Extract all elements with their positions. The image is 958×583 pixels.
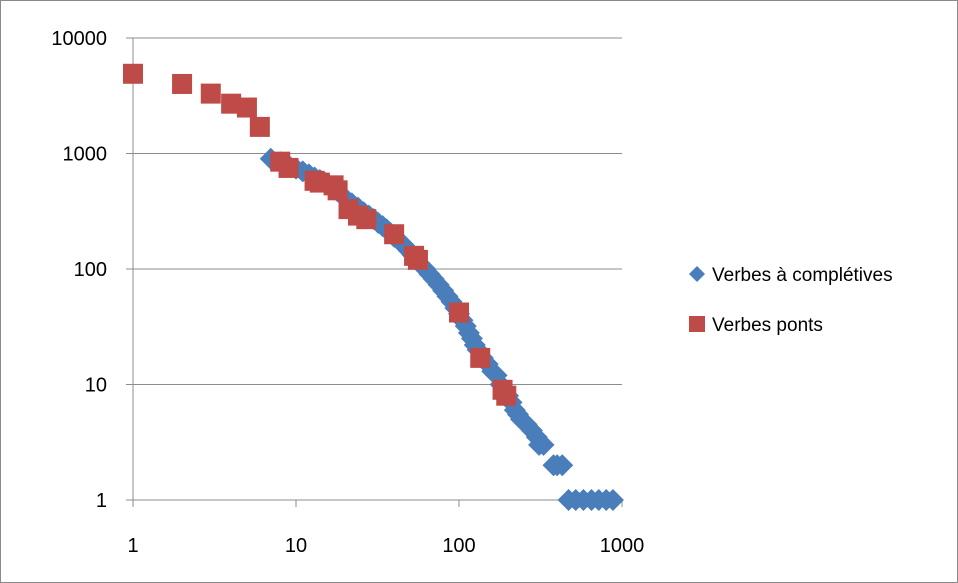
square-point [449,302,469,323]
square-point [384,224,405,245]
x-tick-label: 10 [285,535,307,557]
square-point [123,63,143,84]
gridlines [133,37,622,385]
legend-item: Verbes à complétives [689,265,893,286]
square-point [470,347,491,368]
legend-diamond-marker [689,266,705,282]
legend: Verbes à complétives Verbes ponts [689,265,893,336]
square-point [249,116,270,137]
legend-label: Verbes ponts [712,315,823,336]
diamond-point [551,454,574,477]
y-tick-label: 1000 [63,144,108,166]
square-point [407,249,428,270]
square-point [221,93,242,114]
legend-square-marker [689,316,705,332]
series-verbes-ponts [123,63,517,406]
y-tick-labels: 1 10 100 1000 10000 [51,28,107,512]
square-point [356,209,377,230]
y-tick-label: 10 [85,375,107,397]
y-tick-label: 1 [96,490,107,512]
legend-label: Verbes à complétives [712,265,893,286]
square-point [327,180,348,201]
y-tick-label: 100 [74,259,107,281]
x-tick-label: 1000 [600,535,645,557]
y-tick-label: 10000 [51,28,107,50]
x-tick-label: 1 [127,535,138,557]
square-point [200,83,221,104]
diamond-point [532,433,555,456]
x-tick-label: 100 [442,535,475,557]
plot-series [123,63,624,511]
square-point [278,157,299,178]
diamond-point [601,489,624,511]
square-point [172,73,193,94]
square-point [236,97,257,118]
axes [126,37,623,507]
legend-item: Verbes ponts [689,315,823,336]
x-tick-labels: 1 10 100 1000 [127,535,644,557]
square-point [496,385,517,406]
